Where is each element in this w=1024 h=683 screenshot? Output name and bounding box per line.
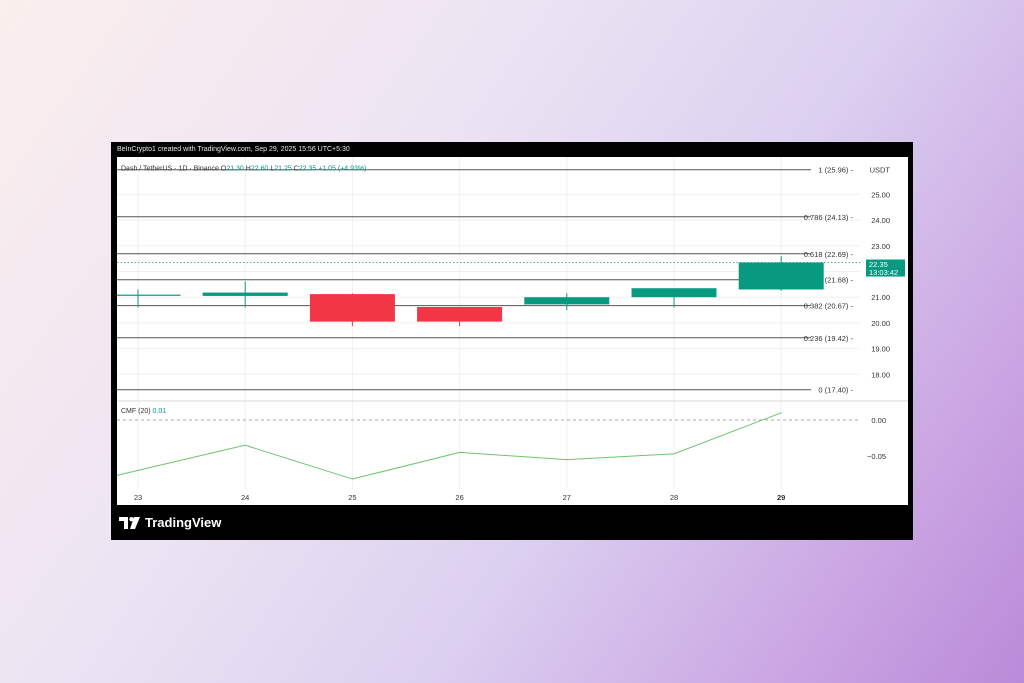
price-label-countdown: 13:03:42	[869, 268, 898, 277]
fib-level-label: 1 (25.96) -	[818, 166, 853, 175]
time-tick-label: 24	[241, 493, 249, 502]
tradingview-logo-icon	[119, 516, 140, 529]
cmf-legend-value: 0.01	[153, 408, 167, 415]
fib-level-label: 0.618 (22.69) -	[804, 250, 854, 259]
ohlc-legend-part: H	[246, 166, 251, 173]
candle-body	[631, 288, 717, 298]
ohlc-legend-part: 22.35	[299, 166, 318, 173]
brand-name: TradingView	[145, 515, 222, 530]
plot-background	[117, 157, 908, 505]
candle-body	[738, 262, 824, 290]
price-label-value: 22.35	[869, 260, 888, 269]
cmf-legend[interactable]: CMF (20) 0.01	[121, 408, 166, 415]
price-tick-label: 23.00	[871, 242, 890, 251]
price-tick-label: 20.00	[871, 319, 890, 328]
ohlc-legend-part: 21.25	[274, 166, 293, 173]
chart-canvas[interactable]: 1 (25.96) - 0.786 (24.13) - 0.618 (22.69) …	[111, 142, 913, 540]
price-tick-label: 21.00	[871, 293, 890, 302]
time-tick-label: 28	[670, 493, 678, 502]
price-tick-label: 24.00	[871, 216, 890, 225]
chart-caption: BeInCrypto1 created with TradingView.com…	[117, 146, 350, 153]
fib-level-label: 0.382 (20.67) -	[804, 302, 854, 311]
fib-level-label: 0 (17.40) -	[818, 386, 853, 395]
fib-level-label: 0.786 (24.13) -	[804, 213, 854, 222]
ohlc-legend-part: +1.05 (+4.93%)	[318, 166, 366, 173]
currency-label: USDT	[870, 166, 891, 175]
fib-level-label: 0.5 (21.68) -	[812, 276, 853, 285]
cmf-point	[566, 459, 568, 461]
candle-body	[524, 297, 610, 305]
chart-frame: BeInCrypto1 created with TradingView.com…	[111, 142, 913, 540]
cmf-legend-name: CMF (20)	[121, 408, 153, 415]
ohlc-legend-part: Dash / TetherUS · 1D · Binance	[121, 166, 221, 173]
time-tick-label: 26	[455, 493, 463, 502]
cmf-tick-label: −0.05	[867, 452, 886, 461]
time-tick-label: 29	[777, 493, 785, 502]
cmf-point	[351, 478, 353, 480]
cmf-line	[116, 412, 782, 480]
cmf-point	[244, 444, 246, 446]
ohlc-legend-part: C	[294, 166, 299, 173]
cmf-point	[459, 451, 461, 453]
price-tick-label: 25.00	[871, 190, 890, 199]
ohlc-legend-part: L	[270, 166, 274, 173]
candle-body	[417, 306, 503, 322]
brand[interactable]: TradingView	[119, 515, 221, 530]
fib-level-label: 0.236 (19.42) -	[804, 334, 854, 343]
candle-body	[202, 292, 288, 296]
ohlc-legend-part: 22.60	[251, 166, 270, 173]
cmf-point	[780, 412, 782, 414]
time-tick-label: 25	[348, 493, 356, 502]
cmf-point	[673, 453, 675, 455]
candle-body	[117, 294, 181, 296]
ohlc-legend-part: 21.30	[226, 166, 245, 173]
price-label-box	[866, 259, 905, 277]
cmf-tick-label: 0.00	[871, 416, 886, 425]
time-tick-label: 23	[134, 493, 142, 502]
ohlc-legend-part: O	[221, 166, 227, 173]
candle-body	[309, 294, 395, 322]
time-tick-label: 27	[563, 493, 571, 502]
ohlc-legend[interactable]: Dash / TetherUS · 1D · Binance O21.30 H2…	[121, 166, 366, 173]
price-tick-label: 18.00	[871, 370, 890, 379]
cmf-point	[137, 469, 139, 471]
price-tick-label: 19.00	[871, 345, 890, 354]
